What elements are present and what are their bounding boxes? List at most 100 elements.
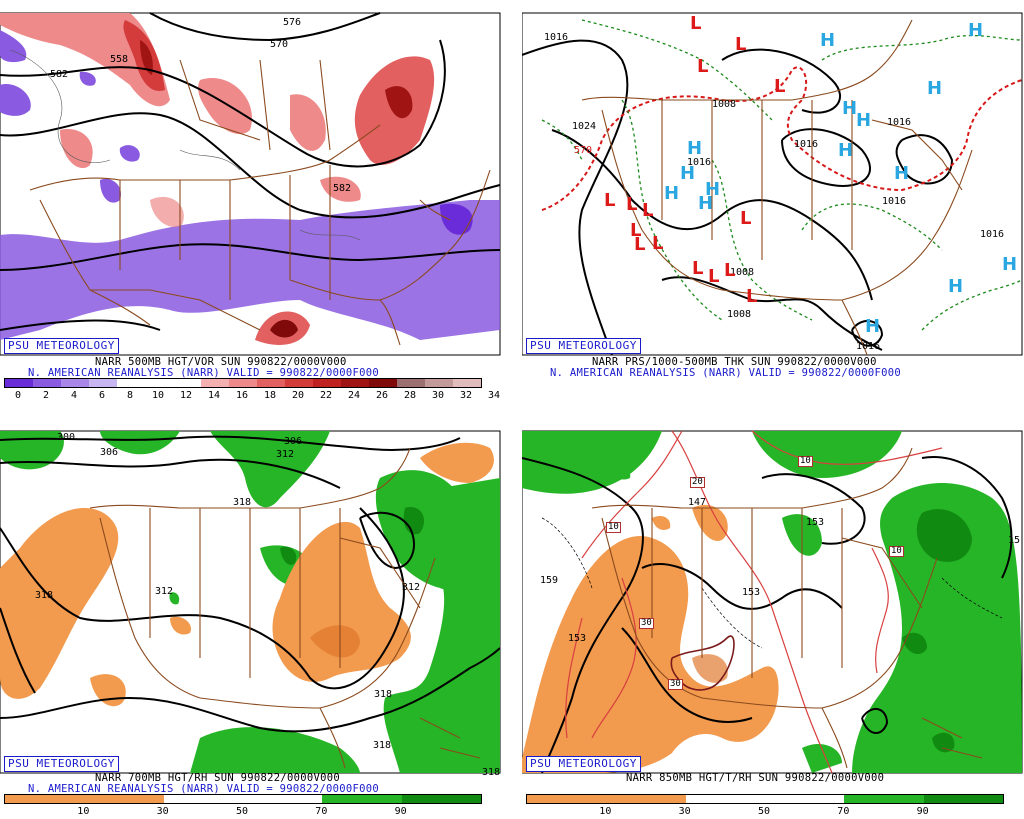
contour-label: 318 <box>233 497 252 508</box>
colorbar-swatch <box>33 379 61 387</box>
high-pressure-marker: H <box>948 276 964 297</box>
colorbar-tick-label: 10 <box>77 806 90 817</box>
low-pressure-marker: L <box>724 260 736 281</box>
high-pressure-marker: H <box>927 78 943 99</box>
colorbar-swatch <box>341 379 369 387</box>
panel-pressure-thickness: 1016 1024 1016 1016 1016 1008 1008 1016 … <box>522 0 1024 401</box>
low-pressure-marker: L <box>604 190 616 211</box>
contour-label: 300 <box>57 432 76 443</box>
colorbar-swatch <box>764 795 845 803</box>
high-pressure-marker: H <box>664 183 680 204</box>
colorbar-tick-label: 30 <box>678 806 691 817</box>
colorbar-tick-label: 12 <box>179 390 193 401</box>
contour-label: 306 <box>100 447 119 458</box>
psu-meteorology-badge: PSU METEOROLOGY <box>526 338 641 354</box>
psu-meteorology-badge: PSU METEOROLOGY <box>526 756 641 772</box>
contour-label: 558 <box>110 54 129 65</box>
low-pressure-marker: L <box>630 220 642 241</box>
map-subcaption: N. AMERICAN REANALYSIS (NARR) VALID = 99… <box>550 367 901 379</box>
colorbar-tick-label: 90 <box>916 806 929 817</box>
contour-label: 318 <box>373 740 392 751</box>
temperature-label: 20 <box>690 477 705 488</box>
colorbar-swatch <box>527 795 607 803</box>
colorbar-swatch <box>117 379 145 387</box>
colorbar-swatch <box>173 379 201 387</box>
isobar-label: 1016 <box>882 196 907 207</box>
low-pressure-marker: L <box>652 233 664 254</box>
contour-label: 153 <box>742 587 761 598</box>
colorbar-swatch <box>322 795 402 803</box>
colorbar-swatch <box>397 379 425 387</box>
colorbar-swatch <box>163 795 243 803</box>
low-pressure-marker: L <box>746 286 758 307</box>
colorbar-tick-label: 70 <box>315 806 328 817</box>
colorbar-tick-label: 22 <box>319 390 333 401</box>
contour-label: 312 <box>276 449 295 460</box>
colorbar-tick-label: 8 <box>126 390 134 401</box>
isobar-label: 1008 <box>730 267 755 278</box>
contour-label: 318 <box>482 767 501 778</box>
temperature-label: 10 <box>889 546 904 557</box>
colorbar-swatch <box>84 795 164 803</box>
isobar-label: 1016 <box>887 117 912 128</box>
colorbar-tick-label: 0 <box>14 390 22 401</box>
colorbar-swatch <box>5 379 33 387</box>
low-pressure-marker: L <box>642 200 654 221</box>
colorbar-tick-label: 70 <box>837 806 850 817</box>
colorbar-tick-label: 30 <box>156 806 169 817</box>
temperature-label: 30 <box>639 618 654 629</box>
low-pressure-marker: L <box>690 13 702 34</box>
colorbar-tick-label: 2 <box>42 390 50 401</box>
map-caption: NARR 700MB HGT/RH SUN 990822/0000V000 <box>95 772 340 784</box>
isobar-label: 1008 <box>712 99 737 110</box>
colorbar-swatch <box>453 379 481 387</box>
map-700mb <box>0 430 501 774</box>
high-pressure-marker: H <box>1002 254 1018 275</box>
isobar-label: 1024 <box>572 121 597 132</box>
colorbar-swatch <box>89 379 117 387</box>
map-caption: NARR PRS/1000-500MB THK SUN 990822/0000V… <box>592 356 877 368</box>
isobar-label: 1016 <box>980 229 1005 240</box>
low-pressure-marker: L <box>634 234 646 255</box>
rh-colorbar <box>4 794 482 804</box>
colorbar-tick-label: 24 <box>347 390 361 401</box>
colorbar-swatch <box>145 379 173 387</box>
temperature-label: 10 <box>606 522 621 533</box>
high-pressure-marker: H <box>865 316 881 337</box>
contour-label: 153 <box>806 517 825 528</box>
low-pressure-marker: L <box>697 56 709 77</box>
map-pressure <box>522 12 1023 356</box>
psu-meteorology-badge: PSU METEOROLOGY <box>4 338 119 354</box>
colorbar-tick-label: 14 <box>207 390 221 401</box>
temperature-label: 10 <box>798 456 813 467</box>
colorbar-tick-label: 20 <box>291 390 305 401</box>
contour-label: 312 <box>155 586 174 597</box>
colorbar-tick-label: 30 <box>431 390 445 401</box>
colorbar-tick-label: 50 <box>235 806 249 817</box>
colorbar-swatch <box>313 379 341 387</box>
high-pressure-marker: H <box>968 20 984 41</box>
high-pressure-marker: H <box>705 179 721 200</box>
map-caption: NARR 500MB HGT/VOR SUN 990822/0000V000 <box>95 356 347 368</box>
high-pressure-marker: H <box>894 163 910 184</box>
vorticity-colorbar <box>4 378 482 388</box>
contour-label: 570 <box>270 39 289 50</box>
colorbar-tick-label: 6 <box>98 390 106 401</box>
isobar-label: 1008 <box>727 309 752 320</box>
colorbar-ticks: 0 2 4 6 8 10 12 14 16 18 20 22 24 26 28 30 32 34 <box>4 390 500 402</box>
colorbar-tick-label: 26 <box>375 390 389 401</box>
map-850mb <box>522 430 1023 774</box>
high-pressure-marker: H <box>687 138 703 159</box>
colorbar-tick-label: 28 <box>403 390 417 401</box>
colorbar-tick-label: 50 <box>757 806 771 817</box>
panel-700mb-rh: 300 306 306 312 318 312 312 318 318 318 … <box>0 418 502 819</box>
high-pressure-marker: H <box>856 110 872 131</box>
map-subcaption: N. AMERICAN REANALYSIS (NARR) VALID = 99… <box>28 783 379 795</box>
low-pressure-marker: L <box>774 76 786 97</box>
contour-label: 582 <box>50 69 69 80</box>
contour-label: 318 <box>374 689 393 700</box>
colorbar-swatch <box>242 795 323 803</box>
colorbar-swatch <box>5 795 85 803</box>
colorbar-swatch <box>61 379 89 387</box>
map-500mb <box>0 12 501 356</box>
